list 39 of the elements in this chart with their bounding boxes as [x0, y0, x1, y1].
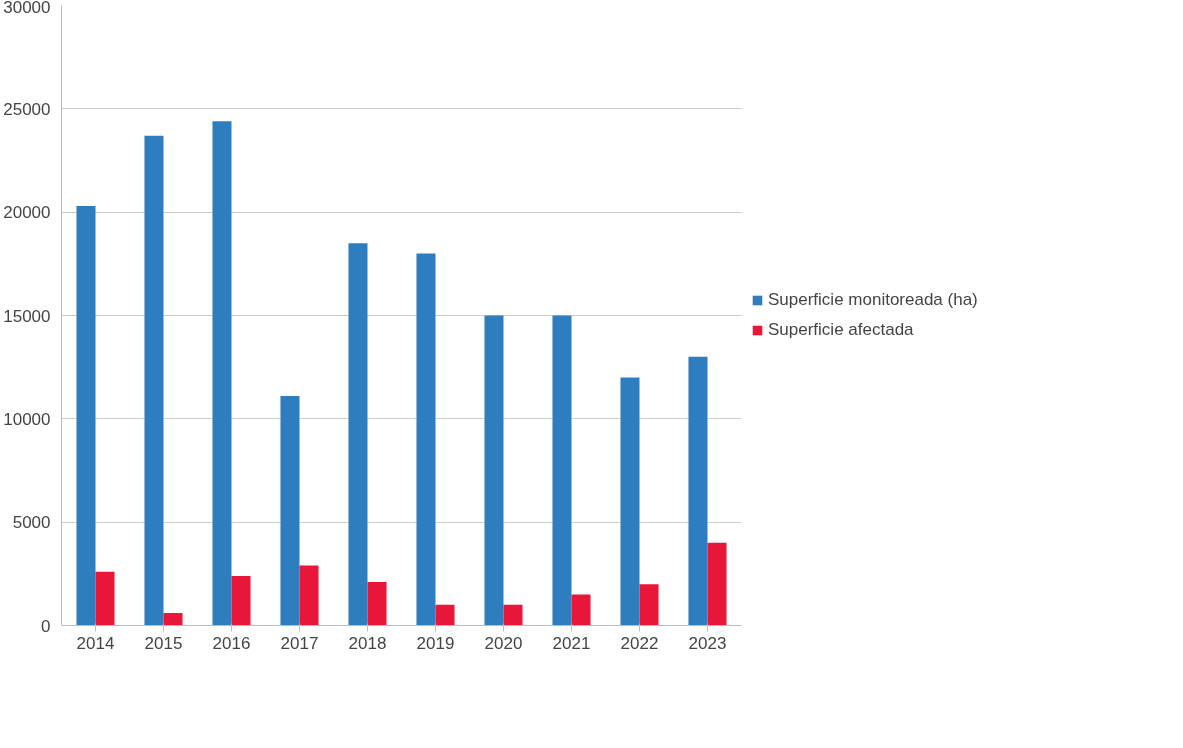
x-tick-label: 2016: [212, 633, 251, 653]
bar: [707, 542, 727, 626]
x-tick-label: 2019: [416, 633, 455, 653]
y-tick-label: 25000: [3, 99, 51, 119]
y-tick-label: 30000: [3, 0, 51, 17]
bar: [348, 243, 368, 626]
legend-label: Superficie monitoreada (ha): [768, 290, 978, 310]
bar: [639, 584, 659, 626]
bar: [144, 135, 164, 626]
x-tick-label: 2017: [280, 633, 319, 653]
bar: [571, 594, 591, 626]
bar: [367, 582, 387, 626]
x-tick-label: 2023: [688, 633, 727, 653]
x-tick-label: 2020: [484, 633, 523, 653]
bar: [435, 604, 455, 626]
bar: [688, 356, 708, 626]
y-tick-label: 10000: [3, 409, 51, 429]
bar: [416, 253, 436, 626]
x-tick-label: 2015: [144, 633, 183, 653]
bar: [231, 575, 251, 626]
bar: [95, 571, 115, 626]
bar: [280, 396, 300, 626]
bar: [503, 604, 523, 626]
y-tick-label: 15000: [3, 306, 51, 326]
bar: [163, 613, 183, 626]
y-tick-label: 0: [41, 616, 51, 636]
bar: [212, 121, 232, 626]
bar: [299, 565, 319, 626]
x-tick-label: 2021: [552, 633, 591, 653]
x-tick-label: 2022: [620, 633, 659, 653]
bar: [484, 315, 504, 626]
bar: [76, 205, 96, 626]
x-tick-label: 2014: [76, 633, 115, 653]
bar: [620, 377, 640, 626]
y-tick-label: 20000: [3, 203, 51, 223]
x-tick-label: 2018: [348, 633, 387, 653]
bar: [552, 315, 572, 626]
legend-label: Superficie afectada: [768, 320, 914, 340]
y-tick-label: 5000: [12, 513, 51, 533]
